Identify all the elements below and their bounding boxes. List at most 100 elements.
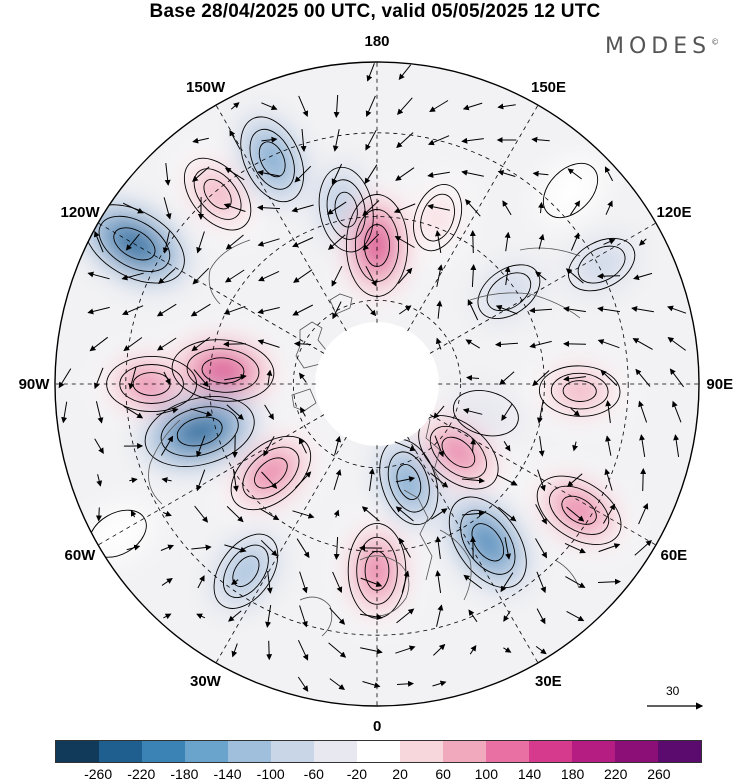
wind-arrow bbox=[395, 476, 416, 483]
wind-arrow bbox=[163, 613, 172, 620]
wind-arrow bbox=[334, 435, 342, 456]
colorbar bbox=[55, 740, 702, 763]
wind-arrow bbox=[638, 238, 647, 246]
colorbar-swatch bbox=[529, 741, 572, 762]
map-title: Base 28/04/2025 00 UTC, valid 05/05/2025… bbox=[149, 1, 601, 22]
longitude-label: 120W bbox=[60, 204, 100, 221]
wind-arrow bbox=[396, 608, 415, 624]
colorbar-swatch bbox=[99, 741, 142, 762]
wind-arrow bbox=[95, 401, 104, 424]
wind-arrow bbox=[436, 264, 444, 287]
longitude-label: 60W bbox=[64, 547, 96, 564]
wind-arrow bbox=[298, 95, 309, 118]
contour-ring bbox=[230, 435, 312, 511]
wind-arrow bbox=[495, 305, 518, 315]
wind-arrow bbox=[504, 266, 511, 286]
wind-arrow bbox=[360, 577, 383, 587]
wind-arrow bbox=[529, 307, 553, 314]
wind-arrow bbox=[461, 137, 484, 144]
wind-arrow bbox=[299, 372, 307, 383]
wind-arrow bbox=[635, 368, 651, 387]
wind-arrow bbox=[365, 265, 377, 287]
wind-arrow bbox=[394, 235, 415, 248]
wind-arrow bbox=[190, 408, 213, 417]
wind-arrow bbox=[429, 100, 449, 113]
wind-arrow bbox=[261, 136, 278, 143]
wind-arrow bbox=[192, 137, 209, 144]
wind-arrow bbox=[427, 203, 450, 211]
coastline bbox=[329, 293, 353, 315]
wind-arrow bbox=[536, 608, 546, 625]
wind-arrow bbox=[631, 306, 654, 313]
wind-arrow bbox=[295, 471, 312, 489]
wind-arrow bbox=[396, 680, 414, 687]
colorbar-tick-label: 140 bbox=[517, 766, 542, 782]
wind-arrow bbox=[563, 375, 586, 382]
wind-arrow bbox=[469, 644, 477, 655]
wind-arrow bbox=[398, 64, 412, 80]
colorbar-swatch bbox=[185, 741, 228, 762]
colorbar-swatch bbox=[443, 741, 486, 762]
wind-arrow bbox=[569, 200, 581, 216]
wind-arrow bbox=[537, 469, 546, 492]
wind-arrow bbox=[500, 572, 514, 593]
wind-arrow bbox=[259, 507, 280, 521]
wind-arrow bbox=[462, 408, 483, 415]
wind-arrow bbox=[294, 165, 312, 183]
contour-ring bbox=[240, 116, 305, 203]
colorbar-swatch bbox=[357, 741, 400, 762]
contour-ring bbox=[538, 365, 621, 417]
wind-arrow bbox=[469, 230, 476, 254]
wind-arrow bbox=[495, 341, 519, 348]
wind-arrow bbox=[293, 269, 313, 283]
contour-ring bbox=[452, 390, 519, 437]
wind-arrow bbox=[535, 538, 548, 559]
colorbar-swatch bbox=[314, 741, 357, 762]
meridian-line bbox=[97, 414, 325, 546]
wind-arrow bbox=[156, 337, 177, 351]
wind-arrow bbox=[566, 610, 585, 622]
wind-arrow bbox=[191, 336, 211, 352]
longitude-label: 180 bbox=[364, 32, 390, 50]
wind-arrow bbox=[257, 204, 281, 211]
wind-arrow bbox=[465, 199, 481, 217]
wind-arrow bbox=[224, 374, 247, 381]
wind-arrow bbox=[565, 576, 586, 588]
wind-arrow bbox=[368, 468, 375, 491]
coastline bbox=[519, 247, 581, 257]
wind-arrow bbox=[194, 505, 209, 523]
wind-arrow bbox=[498, 506, 517, 522]
wind-arrow bbox=[602, 503, 616, 524]
wind-arrow bbox=[633, 272, 653, 281]
wind-arrow bbox=[638, 400, 648, 423]
wind-arrow bbox=[395, 506, 414, 522]
wind-arrow bbox=[399, 305, 412, 315]
wind-arrow bbox=[164, 163, 171, 186]
wind-arrow bbox=[605, 400, 612, 423]
wind-arrow bbox=[396, 132, 414, 149]
wind-arrow bbox=[130, 510, 137, 518]
coastline bbox=[439, 529, 472, 601]
wind-arrow bbox=[640, 468, 647, 492]
wind-arrow bbox=[224, 544, 247, 553]
wind-arrow bbox=[463, 574, 483, 589]
contour-ring bbox=[448, 496, 527, 589]
contour-ring bbox=[542, 162, 599, 219]
wind-arrow bbox=[298, 437, 307, 454]
wind-arrow bbox=[470, 264, 477, 288]
wind-arrow bbox=[291, 204, 314, 213]
wind-arrow bbox=[223, 305, 246, 315]
wind-arrow bbox=[597, 273, 621, 280]
wind-arrow bbox=[297, 639, 309, 661]
meridian-line bbox=[215, 104, 347, 332]
wind-arrow bbox=[532, 370, 550, 387]
wind-arrow bbox=[461, 169, 484, 177]
longitude-label: 150E bbox=[531, 78, 567, 96]
meridian-line bbox=[429, 222, 657, 354]
colorbar-tick-label: 260 bbox=[647, 766, 671, 782]
wind-arrow bbox=[365, 95, 376, 118]
wind-arrow bbox=[433, 405, 445, 419]
wind-arrow bbox=[435, 536, 442, 559]
colorbar-swatch bbox=[572, 741, 615, 762]
